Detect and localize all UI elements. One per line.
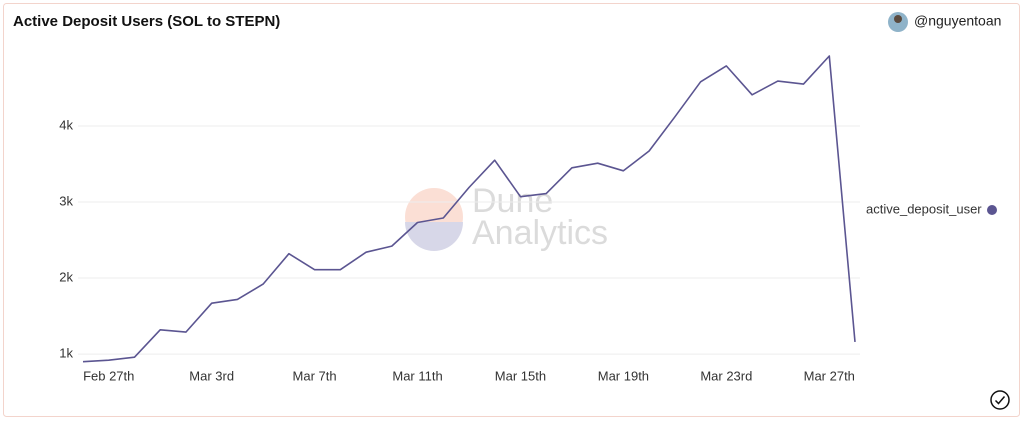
watermark-text: Dune xyxy=(472,182,553,220)
y-tick-label: 3k xyxy=(59,193,73,208)
card xyxy=(3,3,1020,417)
y-tick-label: 4k xyxy=(59,117,73,132)
plot: 1k 2k 3k 4k Feb 27th Mar 3rd Mar 7th Mar 11th Ma… xyxy=(59,55,997,383)
chart-title: Active Deposit Users (SOL to STEPN) xyxy=(13,13,280,30)
status-check xyxy=(994,396,1006,405)
x-tick-label: Mar 15th xyxy=(495,368,546,383)
legend-label: active_deposit_users xyxy=(866,201,989,216)
x-tick-label: Feb 27th xyxy=(83,368,134,383)
author: @nguyentoan xyxy=(914,13,1001,29)
x-tick-label: Mar 11th xyxy=(392,368,442,383)
x-tick-label: Mar 7th xyxy=(293,368,337,383)
legend-swatch xyxy=(987,205,997,215)
y-tick-label: 2k xyxy=(59,269,73,284)
status-icon xyxy=(990,390,1010,410)
x-tick-label: Mar 19th xyxy=(598,368,649,383)
x-tick-label: Mar 23rd xyxy=(700,368,752,383)
y-tick-label: 1k xyxy=(59,346,73,361)
watermark-text: Analytics xyxy=(472,214,608,252)
legend-item: active_deposit_users xyxy=(866,201,989,216)
line xyxy=(82,55,856,363)
x-tick-label: Mar 27th xyxy=(804,368,855,383)
avatar-head xyxy=(894,15,902,23)
x-tick-label: Mar 3rd xyxy=(189,368,234,383)
watermark-logo-half xyxy=(405,222,463,251)
